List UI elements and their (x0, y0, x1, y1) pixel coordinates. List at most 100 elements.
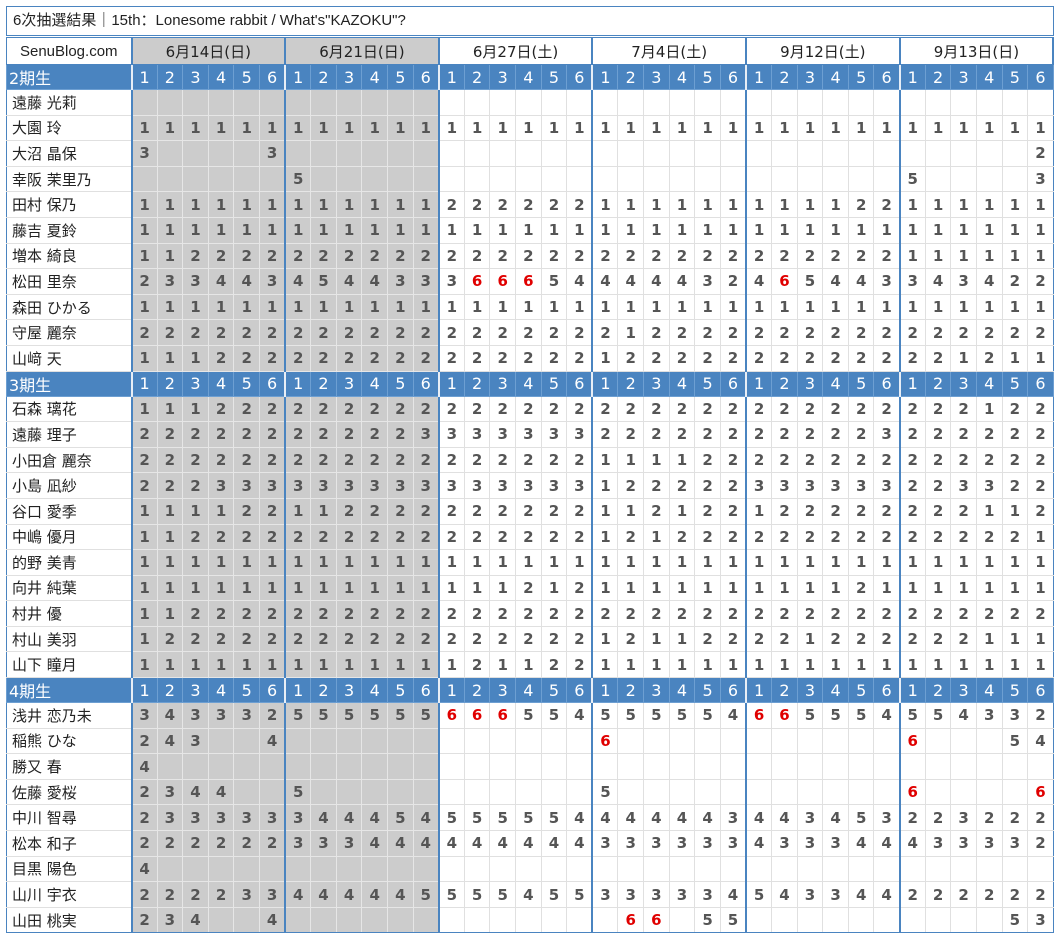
part-number: 4 (515, 370, 542, 397)
lottery-cell (975, 165, 1003, 193)
part-number: 3 (643, 677, 670, 704)
lottery-cell: 3 (437, 472, 465, 499)
lottery-cell: 1 (310, 574, 337, 602)
lottery-cell (489, 778, 517, 806)
lottery-cell: 2 (540, 523, 568, 551)
lottery-cell: 2 (1001, 600, 1029, 627)
lottery-cell: 6 (591, 727, 619, 755)
lottery-cell: 1 (156, 293, 184, 321)
lottery-cell: 2 (694, 421, 721, 448)
lottery-cell: 1 (1027, 523, 1054, 551)
lottery-cell: 1 (335, 114, 363, 142)
lottery-cell (822, 89, 849, 116)
lottery-cell: 6 (515, 268, 542, 295)
part-number: 4 (361, 370, 388, 397)
lottery-cell: 2 (437, 446, 465, 474)
lottery-cell: 2 (950, 523, 977, 551)
lottery-cell: 6 (898, 727, 926, 755)
lottery-cell: 4 (233, 268, 260, 295)
lottery-cell: 2 (1027, 268, 1054, 295)
lottery-cell: 1 (361, 549, 388, 576)
lottery-cell: 1 (1001, 216, 1029, 244)
lottery-cell (361, 906, 388, 934)
part-number: 3 (489, 370, 517, 397)
lottery-cell: 2 (412, 319, 440, 346)
group-header-row: 3期生 1 2 3 4 5 6 1 2 3 4 5 6 1 2 3 4 5 6 1 2 3 4 5 6 1 2 3 4 5 6 1 2 3 4 5 6 (6, 370, 1054, 397)
lottery-cell: 1 (566, 216, 593, 244)
lottery-cell: 3 (182, 702, 209, 729)
lottery-cell (182, 140, 209, 167)
lottery-cell: 2 (233, 497, 260, 525)
lottery-cell (745, 727, 773, 755)
lottery-cell: 1 (387, 293, 414, 321)
lottery-cell (387, 906, 414, 934)
lottery-cell (847, 140, 875, 167)
part-number: 4 (361, 677, 388, 704)
lottery-cell: 2 (361, 497, 388, 525)
member-row: 藤吉 夏鈴 1 1 1 1 1 1 1 1 1 1 1 1 1 1 1 1 1 1 1 1 1 1 1 1 1 1 1 1 1 1 1 1 1 1 1… (6, 216, 1054, 244)
lottery-cell: 2 (515, 344, 542, 372)
lottery-cell: 2 (463, 600, 491, 627)
lottery-cell: 2 (310, 600, 337, 627)
lottery-cell: 2 (182, 830, 209, 857)
lottery-cell: 1 (361, 293, 388, 321)
lottery-cell: 2 (207, 830, 235, 857)
lottery-cell: 2 (694, 242, 721, 270)
lottery-cell: 1 (387, 549, 414, 576)
lottery-cell (898, 753, 926, 780)
lottery-cell: 1 (668, 191, 696, 218)
lottery-cell (847, 855, 875, 883)
lottery-cell: 2 (566, 574, 593, 602)
part-number: 1 (437, 677, 465, 704)
lottery-cell: 1 (898, 293, 926, 321)
lottery-cell: 5 (719, 906, 747, 934)
lottery-cell: 1 (540, 574, 568, 602)
part-number: 4 (668, 370, 696, 397)
lottery-cell: 3 (515, 472, 542, 499)
lottery-cell (873, 906, 901, 934)
lottery-cell (515, 855, 542, 883)
lottery-cell: 2 (694, 446, 721, 474)
lottery-cell: 1 (1027, 216, 1054, 244)
part-number: 1 (130, 677, 158, 704)
member-name: 大沼 晶保 (6, 140, 133, 167)
lottery-cell: 1 (694, 549, 721, 576)
lottery-cell: 2 (1001, 881, 1029, 908)
lottery-cell: 2 (463, 344, 491, 372)
lottery-cell: 1 (771, 216, 798, 244)
lottery-cell: 3 (284, 472, 312, 499)
lottery-cell (310, 165, 337, 193)
lottery-cell (387, 140, 414, 167)
lottery-cell (719, 778, 747, 806)
part-number: 3 (335, 64, 363, 90)
lottery-cell: 1 (156, 574, 184, 602)
lottery-cell: 1 (284, 651, 312, 679)
lottery-cell: 3 (873, 472, 901, 499)
lottery-cell (1001, 753, 1029, 780)
lottery-cell: 1 (258, 651, 286, 679)
lottery-cell (207, 89, 235, 116)
lottery-cell (873, 855, 901, 883)
part-number: 5 (1001, 677, 1029, 704)
lottery-cell: 2 (822, 242, 849, 270)
lottery-cell (566, 165, 593, 193)
lottery-cell: 1 (898, 549, 926, 576)
lottery-cell (719, 165, 747, 193)
lottery-cell (437, 89, 465, 116)
lottery-cell: 3 (489, 421, 517, 448)
lottery-cell: 2 (694, 472, 721, 499)
lottery-cell: 1 (975, 574, 1003, 602)
member-row: 山川 宇衣 2 2 2 2 3 3 4 4 4 4 4 5 5 5 5 4 5 5 3 3 3 3 3 4 5 4 3 3 4 4 2 2 2 2 2… (6, 881, 1054, 908)
lottery-cell: 5 (796, 702, 824, 729)
lottery-cell (643, 778, 670, 806)
lottery-cell: 2 (1001, 421, 1029, 448)
lottery-cell (745, 89, 773, 116)
lottery-cell: 1 (284, 497, 312, 525)
lottery-cell: 1 (1027, 651, 1054, 679)
lottery-cell: 2 (847, 625, 875, 653)
lottery-cell (515, 906, 542, 934)
lottery-cell: 2 (463, 242, 491, 270)
member-name: 佐藤 愛桜 (6, 778, 133, 806)
part-number: 2 (463, 370, 491, 397)
